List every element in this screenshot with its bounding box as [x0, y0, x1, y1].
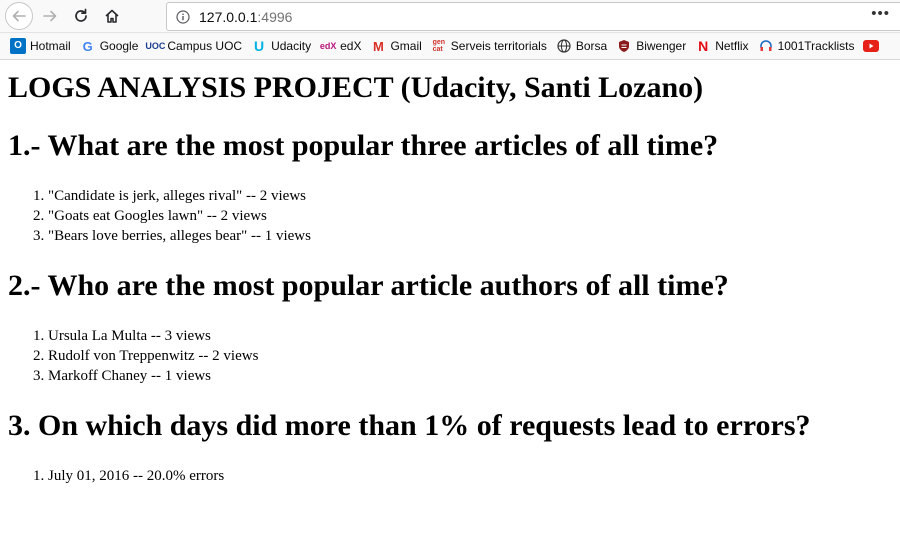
list-item: "Candidate is jerk, alleges rival" -- 2 … — [48, 186, 892, 206]
address-bar[interactable]: 127.0.0.1:4996 ••• — [166, 2, 900, 31]
globe-icon — [556, 38, 572, 54]
section-heading-popular-articles: 1.- What are the most popular three arti… — [8, 129, 719, 162]
gencat-icon: gen cat — [432, 39, 446, 53]
gmail-icon: M — [373, 38, 384, 54]
bookmark-edx[interactable]: edX edX — [319, 38, 362, 54]
forward-arrow-icon — [43, 10, 57, 22]
section-heading-error-days: 3. On which days did more than 1% of req… — [8, 409, 811, 442]
url-port: :4996 — [257, 8, 293, 25]
list-item: July 01, 2016 -- 20.0% errors — [48, 466, 892, 486]
reload-button[interactable] — [67, 2, 95, 30]
bookmark-label: Google — [99, 39, 139, 53]
bookmark-label: Netflix — [715, 39, 749, 53]
list-item: Markoff Chaney -- 1 views — [48, 366, 892, 386]
bookmark-gmail[interactable]: M Gmail — [370, 38, 422, 54]
page-title: LOGS ANALYSIS PROJECT (Udacity, Santi Lo… — [8, 71, 704, 104]
bookmark-label: Hotmail — [30, 39, 71, 53]
bookmark-borsa[interactable]: Borsa — [556, 38, 607, 54]
bookmark-label: Biwenger — [636, 39, 687, 53]
list-item: "Bears love berries, alleges bear" -- 1 … — [48, 226, 892, 246]
error-days-list: July 01, 2016 -- 20.0% errors — [8, 466, 892, 486]
list-item: Ursula La Multa -- 3 views — [48, 326, 892, 346]
bookmark-youtube[interactable] — [863, 38, 883, 54]
bookmarks-toolbar: O Hotmail G Google UOC Campus UOC U Udac… — [0, 33, 900, 60]
page-actions-menu-icon[interactable]: ••• — [871, 5, 890, 22]
bookmark-biwenger[interactable]: Biwenger — [616, 38, 686, 54]
home-button[interactable] — [98, 2, 126, 30]
popular-authors-list: Ursula La Multa -- 3 views Rudolf von Tr… — [8, 326, 892, 386]
youtube-icon — [863, 38, 880, 54]
back-button[interactable] — [5, 2, 33, 30]
netflix-icon: N — [698, 38, 709, 54]
list-item: "Goats eat Googles lawn" -- 2 views — [48, 206, 892, 226]
bookmark-label: edX — [340, 39, 362, 53]
browser-toolbar: 127.0.0.1:4996 ••• — [0, 0, 900, 33]
bookmark-label: Borsa — [575, 39, 608, 53]
bookmark-label: Serveis territorials — [450, 39, 547, 53]
page-content: LOGS ANALYSIS PROJECT (Udacity, Santi Lo… — [0, 70, 900, 486]
bookmark-hotmail[interactable]: O Hotmail — [10, 38, 71, 54]
section-heading-popular-authors: 2.- Who are the most popular article aut… — [8, 269, 729, 302]
list-item: Rudolf von Treppenwitz -- 2 views — [48, 346, 892, 366]
bookmark-label: Gmail — [390, 39, 422, 53]
biwenger-icon — [616, 38, 632, 54]
bookmark-udacity[interactable]: U Udacity — [251, 38, 311, 54]
bookmark-serveis-territorials[interactable]: gen cat Serveis territorials — [431, 38, 547, 54]
popular-articles-list: "Candidate is jerk, alleges rival" -- 2 … — [8, 186, 892, 246]
bookmark-google[interactable]: G Google — [80, 38, 139, 54]
forward-button[interactable] — [36, 2, 64, 30]
url-host: 127.0.0.1 — [199, 8, 258, 25]
bookmark-campus-uoc[interactable]: UOC Campus UOC — [145, 38, 243, 54]
home-icon — [105, 9, 119, 23]
reload-icon — [75, 8, 87, 22]
tracklists-icon — [758, 38, 774, 54]
google-icon: G — [82, 38, 93, 54]
bookmark-1001tracklists[interactable]: 1001Tracklists — [758, 38, 855, 54]
uoc-icon: UOC — [145, 40, 166, 51]
bookmark-netflix[interactable]: N Netflix — [695, 38, 748, 54]
bookmark-label: Udacity — [271, 39, 312, 53]
udacity-icon: U — [254, 38, 265, 54]
bookmark-label: Campus UOC — [167, 39, 243, 53]
back-arrow-icon — [12, 10, 26, 22]
site-info-icon[interactable] — [176, 9, 190, 24]
outlook-icon: O — [10, 38, 26, 54]
bookmark-label: 1001Tracklists — [777, 39, 855, 53]
edx-icon: edX — [319, 40, 337, 51]
